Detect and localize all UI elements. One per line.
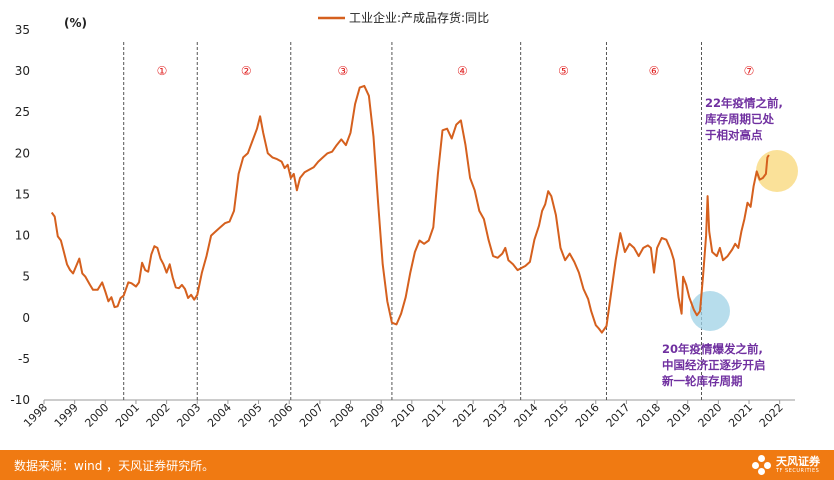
- y-tick-label: -5: [18, 352, 30, 366]
- x-tick-label: 2011: [420, 401, 449, 430]
- x-tick-label: 2005: [236, 401, 265, 430]
- x-tick-label: 2006: [266, 401, 295, 430]
- y-tick-label: 0: [22, 311, 30, 325]
- annotation-2020-line: 20年疫情爆发之前,: [662, 342, 763, 356]
- logo-mark-icon: [752, 455, 772, 475]
- cycle-label: ⑤: [558, 64, 569, 78]
- x-tick-label: 2008: [328, 401, 357, 430]
- annotation-2020-line: 新一轮库存周期: [662, 374, 743, 388]
- highlight-circle-2020: [690, 291, 730, 331]
- x-tick-label: 2010: [389, 401, 418, 430]
- x-tick-label: 2015: [542, 401, 571, 430]
- y-tick-label: 35: [15, 23, 30, 37]
- y-tick-label: 5: [22, 270, 30, 284]
- x-tick-label: 2016: [573, 401, 602, 430]
- x-tick-label: 2014: [512, 401, 541, 430]
- y-tick-label: 30: [15, 64, 30, 78]
- cycle-label: ②: [241, 64, 252, 78]
- highlight-circle-2022: [756, 150, 798, 192]
- x-tick-label: 2000: [82, 401, 111, 430]
- x-tick-label: 2013: [481, 401, 510, 430]
- y-tick-label: -10: [10, 393, 30, 407]
- x-tick-label: 2003: [174, 401, 203, 430]
- x-tick-label: 2020: [695, 401, 724, 430]
- x-tick-label: 2007: [297, 401, 326, 430]
- footer-bar: 数据来源：wind ，天风证券研究所。 天风证券 TF SECURITIES: [0, 450, 834, 480]
- x-tick-label: 2012: [450, 401, 479, 430]
- cycle-label: ①: [157, 64, 168, 78]
- data-source: 数据来源：wind ，天风证券研究所。: [14, 459, 215, 473]
- x-tick-label: 2018: [634, 401, 663, 430]
- x-tick-label: 2019: [665, 401, 694, 430]
- annotation-2022-line: 库存周期已处: [705, 112, 774, 126]
- y-tick-label: 15: [15, 187, 30, 201]
- cycle-label: ⑥: [649, 64, 660, 78]
- cycle-label: ④: [457, 64, 468, 78]
- y-tick-label: 10: [15, 229, 30, 243]
- x-tick-label: 2004: [205, 401, 234, 430]
- annotation-2022-line: 于相对高点: [705, 128, 763, 142]
- y-tick-label: 25: [15, 105, 30, 119]
- x-tick-label: 2009: [358, 401, 387, 430]
- y-unit-label: (%): [64, 16, 87, 30]
- annotation-2022-line: 22年疫情之前,: [705, 96, 783, 110]
- cycle-label: ⑦: [744, 64, 755, 78]
- legend-label: 工业企业:产成品存货:同比: [349, 10, 489, 25]
- x-tick-label: 2022: [757, 401, 786, 430]
- logo-subtitle: TF SECURITIES: [776, 468, 820, 474]
- brand-logo: 天风证券 TF SECURITIES: [752, 453, 820, 477]
- logo-name: 天风证券: [776, 455, 820, 468]
- x-tick-label: 2017: [604, 401, 633, 430]
- x-tick-label: 2001: [113, 401, 142, 430]
- x-tick-label: 2021: [726, 401, 755, 430]
- x-tick-label: 2002: [144, 401, 173, 430]
- y-tick-label: 20: [15, 146, 30, 160]
- annotation-2020-line: 中国经济正逐步开启: [662, 358, 766, 372]
- series-line: [50, 84, 770, 334]
- cycle-label: ③: [337, 64, 348, 78]
- x-tick-label: 1999: [52, 401, 81, 430]
